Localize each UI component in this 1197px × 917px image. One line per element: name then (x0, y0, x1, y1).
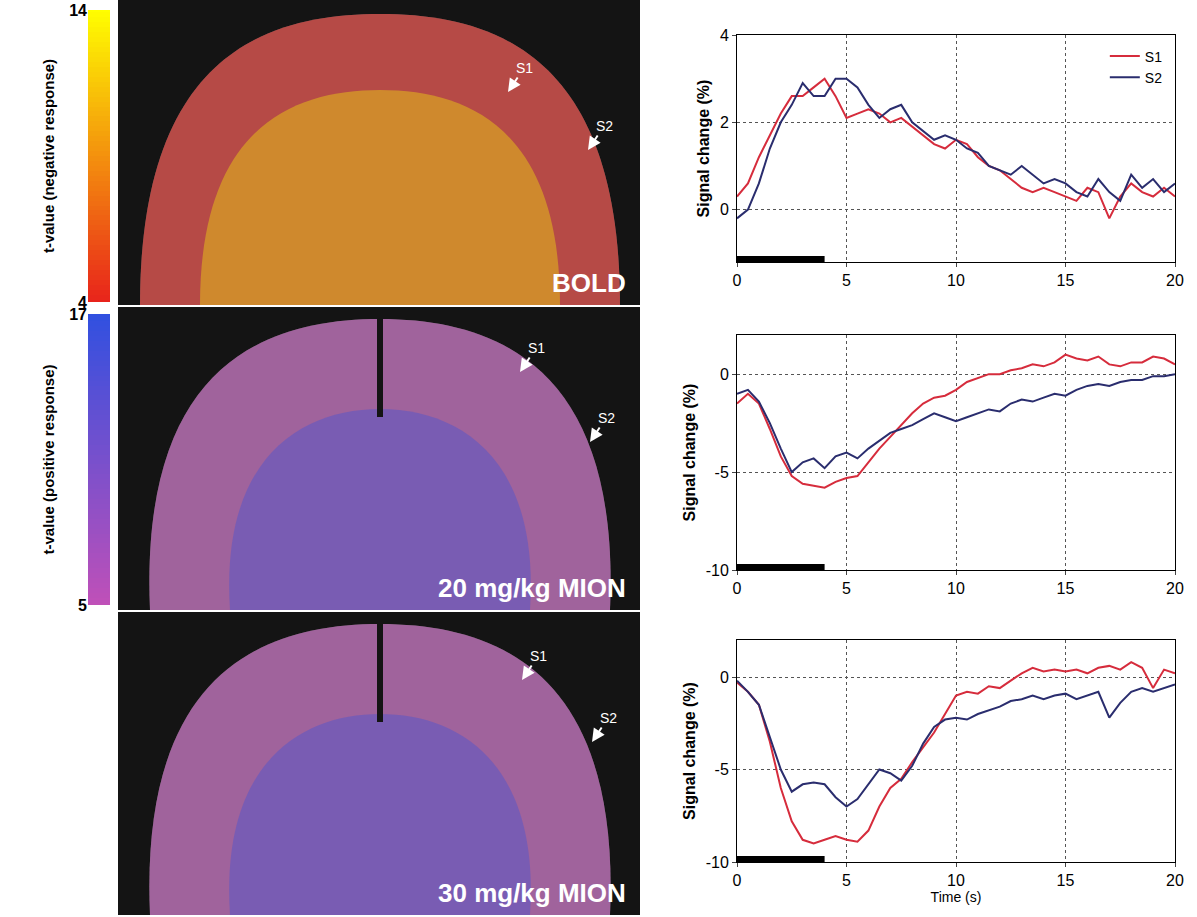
svg-text:S2: S2 (1145, 70, 1162, 86)
svg-text:2: 2 (720, 114, 729, 131)
svg-text:14: 14 (69, 2, 87, 19)
svg-text:5: 5 (842, 272, 851, 289)
svg-text:0: 0 (733, 872, 742, 889)
svg-text:-5: -5 (715, 761, 729, 778)
svg-text:S2: S2 (598, 410, 615, 426)
svg-text:10: 10 (947, 272, 965, 289)
svg-text:20: 20 (1166, 580, 1184, 597)
svg-text:0: 0 (733, 580, 742, 597)
svg-text:S1: S1 (1145, 49, 1162, 65)
svg-text:30 mg/kg MION: 30 mg/kg MION (438, 878, 626, 908)
svg-text:BOLD: BOLD (552, 268, 626, 298)
svg-text:5: 5 (842, 580, 851, 597)
svg-text:20 mg/kg MION: 20 mg/kg MION (438, 573, 626, 603)
svg-text:Signal change (%): Signal change (%) (681, 682, 698, 820)
svg-text:S2: S2 (600, 710, 617, 726)
svg-text:Signal change (%): Signal change (%) (695, 80, 712, 218)
svg-text:20: 20 (1166, 272, 1184, 289)
svg-text:5: 5 (78, 597, 87, 614)
svg-text:-10: -10 (706, 854, 729, 871)
svg-text:15: 15 (1057, 580, 1075, 597)
svg-text:0: 0 (720, 366, 729, 383)
svg-text:t-value (negative response): t-value (negative response) (40, 59, 57, 253)
svg-text:S1: S1 (530, 648, 547, 664)
svg-text:S1: S1 (516, 60, 533, 76)
svg-text:Signal change (%): Signal change (%) (681, 384, 698, 522)
svg-text:15: 15 (1057, 872, 1075, 889)
svg-text:0: 0 (720, 201, 729, 218)
svg-text:-5: -5 (715, 464, 729, 481)
svg-text:10: 10 (947, 580, 965, 597)
svg-text:t-value (positive response): t-value (positive response) (40, 364, 57, 554)
svg-text:5: 5 (842, 872, 851, 889)
svg-text:4: 4 (78, 294, 87, 311)
svg-text:17: 17 (69, 306, 87, 323)
svg-text:S2: S2 (596, 118, 613, 134)
svg-text:20: 20 (1166, 872, 1184, 889)
svg-text:S1: S1 (528, 340, 545, 356)
svg-text:4: 4 (720, 27, 729, 44)
svg-text:Time (s): Time (s) (931, 889, 982, 905)
svg-text:0: 0 (720, 669, 729, 686)
svg-text:15: 15 (1057, 272, 1075, 289)
svg-text:-10: -10 (706, 562, 729, 579)
svg-text:10: 10 (947, 872, 965, 889)
svg-text:0: 0 (733, 272, 742, 289)
